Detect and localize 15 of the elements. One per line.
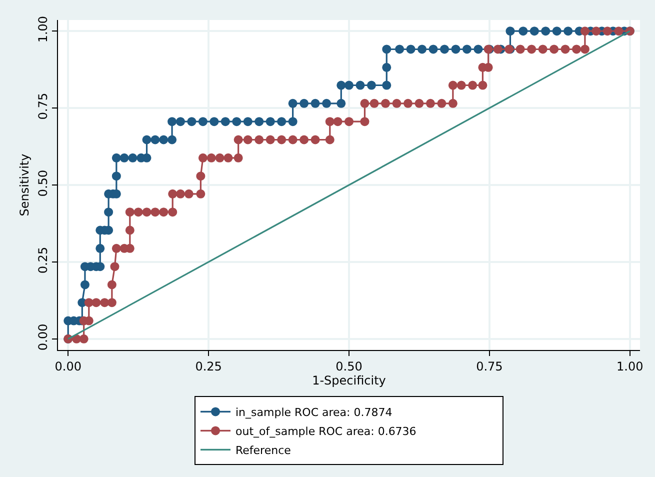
legend-label: out_of_sample ROC area: 0.6736 <box>236 424 416 438</box>
y-tick-label: 0.50 <box>36 170 50 197</box>
y-tick-label: 0.75 <box>36 92 50 120</box>
x-tick-label: 0.50 <box>336 359 362 374</box>
x-tick-label: 0.75 <box>476 359 503 374</box>
y-tick-label: 0.25 <box>36 246 50 274</box>
x-tick-label: 1.00 <box>616 359 644 374</box>
x-tick-label: 0.25 <box>195 359 222 374</box>
y-tick-label: 0.00 <box>36 324 50 350</box>
legend-label: in_sample ROC area: 0.7874 <box>236 406 392 419</box>
y-axis-title: Sensitivity <box>18 154 32 216</box>
x-tick-label: 0.00 <box>54 359 82 374</box>
legend-label: Reference <box>236 444 292 457</box>
y-tick-label: 1.00 <box>36 16 50 43</box>
x-axis-title: 1-Specificity <box>312 373 386 388</box>
